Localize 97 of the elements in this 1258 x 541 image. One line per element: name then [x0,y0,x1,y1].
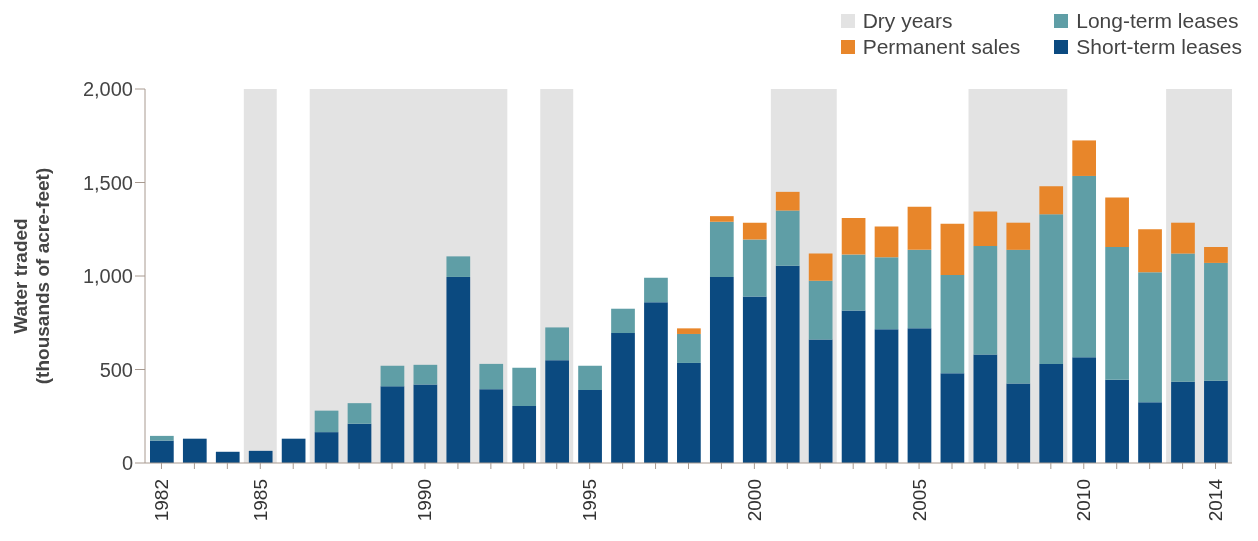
bar [1171,222,1195,254]
bar [611,333,635,463]
x-tick-label: 1985 [249,479,271,522]
bar [841,310,866,463]
bar [380,365,405,387]
y-tick-label: 0 [121,452,133,475]
bar [1171,381,1195,463]
bar [545,360,569,463]
bar [446,256,471,277]
bar [742,296,767,463]
bar [281,438,306,463]
legend-label: Dry years [862,8,953,34]
bar [479,389,504,463]
bar [742,239,767,297]
bar [1039,186,1064,215]
bar [775,265,800,463]
bar [1006,222,1031,250]
bar [709,276,734,463]
bar [973,211,998,247]
bar [1138,402,1162,463]
legend-label: Short-term leases [1076,34,1242,60]
bar [973,354,998,463]
bar [907,206,932,250]
bar [677,328,701,334]
bar [413,364,438,385]
bar [150,435,174,441]
bar [1204,380,1228,463]
bar [808,280,833,340]
x-tick-label: 2000 [743,479,765,522]
bar [1204,247,1228,263]
bar [347,423,372,463]
bar [578,390,602,463]
bar [644,302,668,463]
x-tick-label: 1982 [150,479,172,522]
bar [841,254,866,311]
bar [808,339,833,463]
bar [874,329,899,463]
bar [677,333,701,363]
bar [940,373,965,463]
bar [479,363,504,390]
bar [973,246,998,355]
bar [940,223,965,276]
bar [1072,175,1097,358]
bar [380,386,405,463]
bar [1105,197,1129,248]
bar [611,308,635,334]
bar [215,451,240,463]
bar [314,410,339,433]
bar [1138,272,1162,403]
bar [1006,249,1031,384]
bar [709,216,734,222]
bar [314,432,339,463]
bar [907,249,932,329]
x-tick-label: 2014 [1205,478,1227,522]
bar [1105,379,1129,463]
bar [248,450,273,463]
x-tick-label: 2005 [908,479,930,522]
bar [347,403,372,424]
bar [874,257,899,330]
bar [841,218,866,255]
bar [1072,140,1097,176]
bar [1138,229,1162,273]
bar [446,276,471,463]
y-tick-label: 500 [99,358,133,381]
x-tick-label: 1995 [579,479,601,522]
bar [512,405,537,463]
bar [150,440,174,463]
bar [1204,262,1228,381]
bar [742,222,767,240]
x-tick-label: 1990 [414,479,436,522]
bar [907,328,932,463]
y-axis-title: Water traded (thousands of acre-feet) [10,167,53,385]
bar [1006,383,1031,463]
bar [1171,253,1195,382]
legend-label: Permanent sales [862,34,1021,60]
bar [1039,214,1064,364]
y-tick-label: 2,000 [82,78,133,101]
bar [1105,247,1129,380]
bar [808,253,833,281]
bar [512,367,537,406]
bar [709,221,734,277]
bar [182,438,207,463]
y-tick-label: 1,000 [82,265,133,288]
legend-label: Long-term leases [1076,8,1239,34]
bar [940,275,965,374]
x-tick-label: 2010 [1073,479,1095,522]
bar [677,362,701,463]
bar [413,384,438,463]
bar [874,226,899,258]
bar [775,191,800,211]
y-tick-label: 1,500 [82,171,133,194]
bar [775,210,800,266]
bar [1039,363,1064,463]
bar [644,277,668,303]
bar [545,327,569,361]
bar [1072,357,1097,463]
bar [578,365,602,391]
